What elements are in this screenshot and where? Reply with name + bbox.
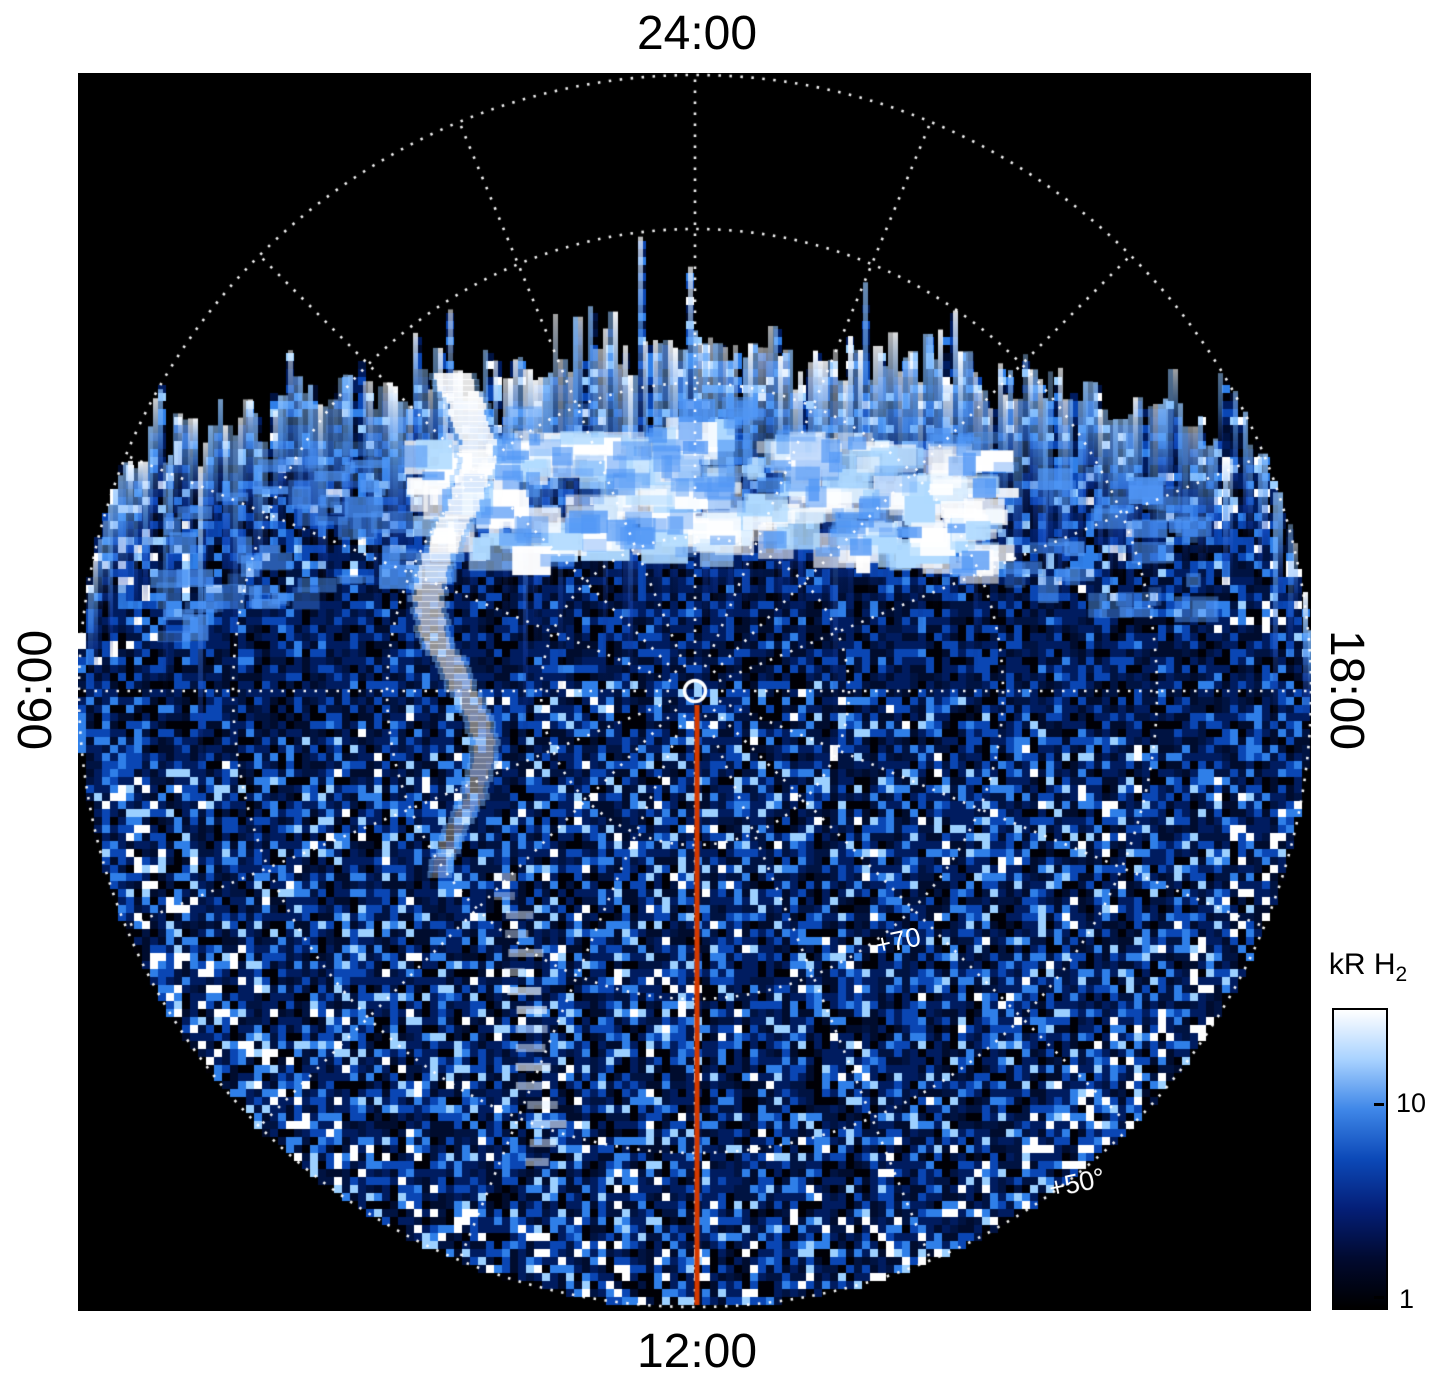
colorbar-title-subscript: 2 (1395, 963, 1408, 986)
colorbar-title: kR H2 (1312, 948, 1424, 987)
local-time-label-1200: 12:00 (636, 1325, 758, 1378)
colorbar-title-text: kR H (1328, 948, 1396, 981)
colorbar-tick-1 (1374, 1296, 1384, 1299)
local-time-label-1800: 18:00 (1320, 629, 1373, 751)
local-time-label-2400: 24:00 (636, 7, 758, 60)
colorbar-gradient (1332, 1008, 1388, 1310)
colorbar-tick-label-10: 10 (1396, 1088, 1427, 1118)
colorbar-tick-label-1: 1 (1399, 1284, 1415, 1314)
colorbar-tick-10 (1374, 1103, 1384, 1106)
local-time-label-0600: 06:00 (9, 629, 62, 751)
plot-canvas (78, 73, 1311, 1311)
